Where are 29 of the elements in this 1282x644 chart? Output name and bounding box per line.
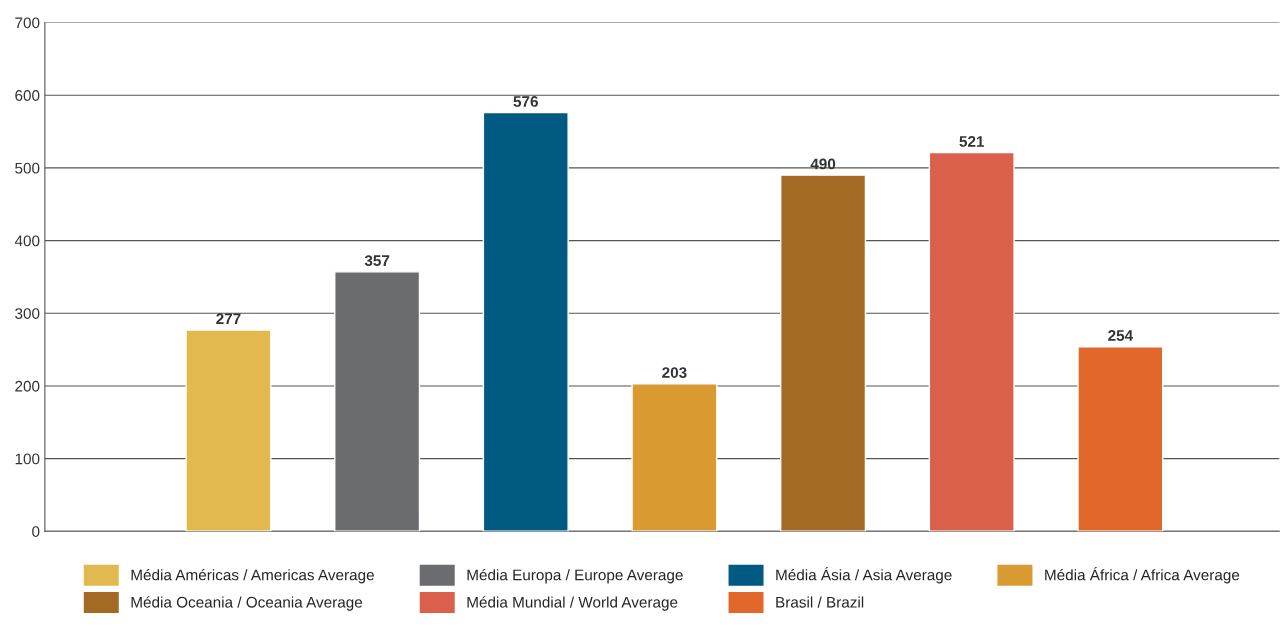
data-label: 521 xyxy=(959,136,985,147)
legend-label: Média Oceania / Oceania Average xyxy=(131,596,363,611)
y-tick-label: 500 xyxy=(15,162,40,174)
bar xyxy=(780,174,867,532)
y-tick-label: 200 xyxy=(15,380,40,392)
y-tick-label: 300 xyxy=(15,308,40,319)
bar xyxy=(1077,345,1164,532)
bar xyxy=(928,151,1015,532)
y-tick-label: 0 xyxy=(32,526,40,537)
y-tick-label: 600 xyxy=(15,90,40,101)
legend-label: Média Ásia / Asia Average xyxy=(776,566,952,584)
data-label: 203 xyxy=(662,367,687,378)
data-label: 357 xyxy=(364,255,390,267)
data-label: 576 xyxy=(513,96,538,107)
legend-label: Média Mundial / World Average xyxy=(467,596,678,611)
bar xyxy=(185,329,272,532)
legend-label: Média Américas / Americas Average xyxy=(131,568,374,584)
bar xyxy=(631,383,718,532)
y-tick-label: 700 xyxy=(15,17,40,29)
data-label: 277 xyxy=(216,313,241,325)
y-tick-label: 100 xyxy=(15,453,40,465)
data-label: 254 xyxy=(1108,330,1134,341)
legend-label: Média Europa / Europe Average xyxy=(467,568,683,584)
data-label: 490 xyxy=(810,158,836,170)
bar xyxy=(334,271,421,532)
bar xyxy=(482,111,569,532)
y-tick-label: 400 xyxy=(14,235,40,247)
legend-label: Brasil / Brazil xyxy=(776,596,864,608)
legend-label: Média África / Africa Average xyxy=(1045,566,1240,584)
